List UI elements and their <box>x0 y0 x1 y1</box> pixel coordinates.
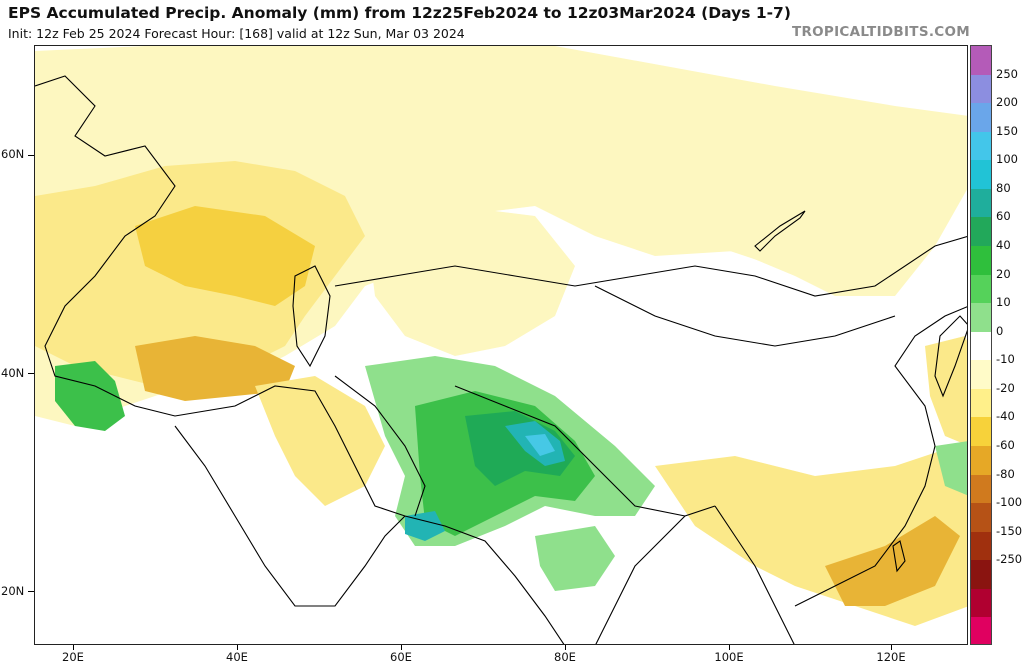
chart-subtitle: Init: 12z Feb 25 2024 Forecast Hour: [16… <box>8 26 465 41</box>
lon-tick-100e <box>729 645 730 650</box>
lon-label-80e: 80E <box>554 650 576 664</box>
border-central-asia <box>334 236 967 297</box>
lake-caspian <box>292 265 331 368</box>
dry-anomaly-fields <box>35 46 967 626</box>
coastline-india-east <box>595 505 716 644</box>
border-himalaya <box>454 385 686 517</box>
colorbar-cell <box>971 46 991 76</box>
lat-tick-40n <box>28 373 34 374</box>
colorbar-cell <box>971 617 991 644</box>
wet-anomaly-fields <box>55 356 967 591</box>
colorbar-label: 60 <box>996 209 1011 224</box>
colorbar-label: -250 <box>996 552 1023 567</box>
dry-field-middle-east <box>255 376 385 506</box>
dry-field-ukraine <box>135 206 315 306</box>
island-japan <box>934 315 967 398</box>
colorbar-cell <box>971 274 991 304</box>
colorbar-label: 10 <box>996 295 1011 310</box>
colorbar-cell <box>971 560 991 590</box>
wet-field-kashmir <box>465 411 575 486</box>
wet-field-himalaya-peak <box>525 434 555 456</box>
coastline-arabia <box>174 425 406 607</box>
colorbar-cell <box>971 217 991 247</box>
lat-label-60n: 60N <box>1 147 25 161</box>
colorbar-cell <box>971 74 991 104</box>
lat-tick-60n <box>28 155 34 156</box>
lon-label-60e: 60E <box>390 650 412 664</box>
lon-label-120e: 120E <box>876 650 906 664</box>
lake-baikal <box>754 210 806 252</box>
wet-field-south-china-coast <box>935 441 967 496</box>
map-canvas <box>35 46 967 644</box>
colorbar-label: -60 <box>996 438 1015 452</box>
colorbar-label: -100 <box>996 495 1023 510</box>
coastline-southeast-asia <box>714 505 795 644</box>
border-iran-afghanistan <box>334 375 426 517</box>
dry-field-mongolia-east <box>575 156 875 286</box>
colorbar-label: -40 <box>996 409 1015 424</box>
colorbar-label: 150 <box>996 123 1018 138</box>
colorbar-cell <box>971 388 991 418</box>
colorbar-cell <box>971 303 991 333</box>
colorbar <box>970 45 992 645</box>
colorbar-cell <box>971 474 991 504</box>
colorbar-cell <box>971 503 991 533</box>
lon-label-40e: 40E <box>226 650 248 664</box>
colorbar-label: 80 <box>996 180 1011 195</box>
dry-field-japan <box>925 336 967 446</box>
colorbar-label: 0 <box>996 323 1004 338</box>
colorbar-label: 40 <box>996 238 1011 252</box>
island-taiwan <box>892 540 906 573</box>
colorbar-cell <box>971 417 991 447</box>
border-mongolia-china <box>594 285 896 347</box>
lat-tick-20n <box>28 591 34 592</box>
colorbar-cell <box>971 331 991 361</box>
coastlines-and-borders <box>35 75 967 644</box>
colorbar-label: 250 <box>996 66 1018 81</box>
wet-field-central-india <box>535 526 615 591</box>
dry-field-kazakhstan <box>365 206 575 356</box>
colorbar-cell <box>971 446 991 476</box>
dry-field-turkey <box>135 336 295 401</box>
colorbar-cell <box>971 360 991 390</box>
coastline-china-east <box>794 306 967 607</box>
lat-label-40n: 40N <box>1 366 25 380</box>
colorbar-label: -150 <box>996 523 1023 538</box>
colorbar-cell <box>971 246 991 276</box>
precip-anomaly-map <box>34 45 968 645</box>
colorbar-label: 200 <box>996 95 1018 110</box>
lon-tick-80e <box>565 645 566 650</box>
colorbar-cell <box>971 103 991 133</box>
lon-label-20e: 20E <box>62 650 84 664</box>
colorbar-label: -80 <box>996 466 1015 481</box>
brand-watermark: TROPICALTIDBITS.COM <box>791 24 970 40</box>
lat-label-20n: 20N <box>1 584 25 598</box>
colorbar-label: 20 <box>996 266 1011 281</box>
lon-tick-20e <box>73 645 74 650</box>
colorbar-cell <box>971 588 991 618</box>
colorbar-cell <box>971 160 991 190</box>
colorbar-label: -10 <box>996 352 1015 367</box>
lon-label-100e: 100E <box>714 650 744 664</box>
lon-tick-120e <box>891 645 892 650</box>
lon-tick-40e <box>237 645 238 650</box>
coastline-west <box>35 75 406 517</box>
coastline-south-asia <box>404 515 565 644</box>
chart-title: EPS Accumulated Precip. Anomaly (mm) fro… <box>8 4 791 22</box>
colorbar-label: -20 <box>996 380 1015 395</box>
lon-tick-60e <box>401 645 402 650</box>
wet-field-greece <box>55 361 125 431</box>
colorbar-cell <box>971 131 991 161</box>
dry-field-taiwan-strait <box>825 516 960 606</box>
colorbar-label: 100 <box>996 152 1018 167</box>
colorbar-cell <box>971 531 991 561</box>
colorbar-cell <box>971 188 991 218</box>
